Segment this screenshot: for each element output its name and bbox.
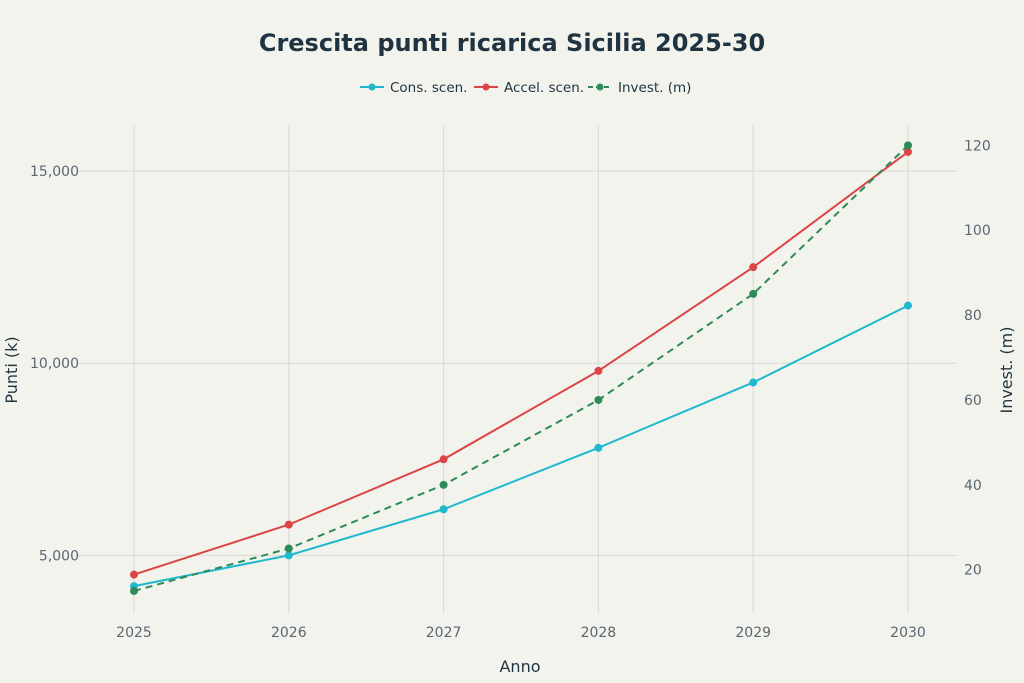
legend-swatch-marker bbox=[368, 83, 376, 91]
x-tick-label: 2029 bbox=[735, 625, 771, 641]
series-2 bbox=[130, 147, 912, 579]
y2-tick-label: 60 bbox=[964, 393, 982, 409]
data-point bbox=[749, 378, 758, 387]
data-point bbox=[594, 443, 603, 452]
data-point bbox=[749, 289, 758, 298]
data-point bbox=[749, 263, 758, 272]
data-point bbox=[130, 586, 138, 595]
y-axis-title: Punti (k) bbox=[2, 336, 21, 403]
data-point bbox=[904, 147, 912, 156]
x-tick-label: 2027 bbox=[426, 625, 462, 641]
y2-tick-label: 120 bbox=[964, 138, 991, 154]
y2-axis-title: Invest. (m) bbox=[997, 326, 1016, 413]
data-point bbox=[594, 366, 603, 375]
chart-title: Crescita punti ricarica Sicilia 2025-30 bbox=[259, 29, 765, 57]
data-point bbox=[284, 544, 293, 553]
y2-tick-label: 40 bbox=[964, 478, 982, 494]
x-tick-label: 2025 bbox=[116, 625, 152, 641]
legend-item: Invest. (m) bbox=[588, 80, 691, 96]
data-point bbox=[594, 395, 603, 404]
y2-tick-label: 20 bbox=[964, 563, 982, 579]
y-tick-label: 5,000 bbox=[39, 548, 79, 564]
y-tick-label: 15,000 bbox=[30, 164, 79, 180]
x-axis-title: Anno bbox=[499, 657, 540, 676]
legend: Cons. scen. Accel. scen. Invest. (m) bbox=[360, 80, 691, 96]
grid bbox=[77, 125, 957, 613]
legend-label: Invest. (m) bbox=[618, 80, 691, 96]
legend-item: Cons. scen. bbox=[360, 80, 467, 96]
data-point bbox=[130, 570, 138, 579]
data-point bbox=[904, 141, 912, 150]
series-line bbox=[133, 304, 909, 588]
legend-item: Accel. scen. bbox=[474, 80, 584, 96]
x-tick-label: 2026 bbox=[271, 625, 307, 641]
x-tick-label: 2028 bbox=[581, 625, 617, 641]
legend-label: Accel. scen. bbox=[504, 80, 584, 96]
data-point bbox=[439, 505, 448, 514]
data-point bbox=[904, 301, 912, 310]
y-tick-label: 10,000 bbox=[30, 356, 79, 372]
series-layer bbox=[130, 141, 912, 595]
series-line bbox=[133, 151, 909, 576]
data-point bbox=[439, 480, 448, 489]
tick-labels: 2025 2026 2027 2028 2029 2030 5,000 10,000 15,00… bbox=[30, 138, 991, 641]
y2-tick-label: 100 bbox=[964, 223, 991, 239]
legend-label: Cons. scen. bbox=[390, 80, 467, 96]
y2-tick-label: 80 bbox=[964, 308, 982, 324]
data-point bbox=[284, 551, 293, 560]
x-tick-label: 2030 bbox=[890, 625, 926, 641]
data-point bbox=[284, 520, 293, 529]
legend-swatch-marker bbox=[482, 83, 490, 91]
data-point bbox=[439, 455, 448, 464]
legend-swatch-marker bbox=[596, 83, 604, 91]
series-line bbox=[133, 144, 909, 592]
series-3 bbox=[130, 141, 912, 595]
series-1 bbox=[130, 301, 912, 591]
